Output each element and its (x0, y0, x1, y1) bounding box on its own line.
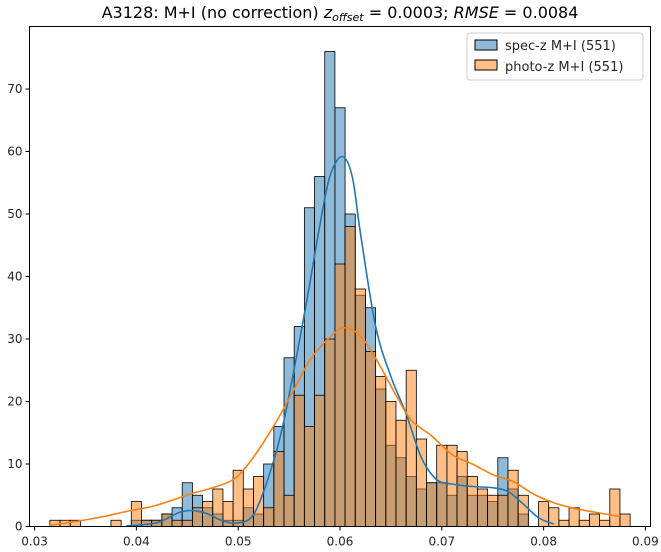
x-tick-label: 0.08 (530, 535, 557, 549)
histogram-bar (314, 394, 326, 527)
histogram-bar (487, 494, 499, 527)
histogram-bar (589, 513, 600, 527)
y-tick-label: 50 (7, 207, 22, 221)
histogram-bar (303, 426, 315, 527)
histogram-bar (334, 263, 346, 527)
histogram-bar (568, 507, 580, 527)
x-tick-label: 0.04 (123, 535, 150, 549)
histogram-bar (375, 376, 387, 527)
histogram-bar (273, 451, 285, 527)
histogram-bar (456, 451, 468, 527)
legend-swatch-photo-z (474, 59, 498, 71)
histogram-bar (395, 419, 407, 527)
kde-line-photo-z (49, 326, 621, 527)
histogram-bar (354, 288, 366, 527)
histogram-bar (324, 338, 336, 527)
legend: spec-z M+I (551) photo-z M+I (551) (466, 32, 644, 81)
histogram-bar (405, 369, 417, 527)
histogram-bar (283, 494, 295, 527)
histogram-bar (609, 488, 621, 527)
y-axis: 0 10 20 30 40 50 60 70 (7, 82, 30, 534)
histogram-bar (365, 351, 377, 527)
legend-swatch-spec-z (474, 39, 498, 51)
histogram-bar (181, 519, 193, 527)
y-tick-label: 30 (7, 332, 22, 346)
histogram-bar (477, 488, 489, 527)
histogram-bar (436, 444, 448, 527)
x-axis: 0.03 0.04 0.05 0.06 0.07 0.08 0.09 (21, 526, 659, 549)
y-tick-label: 20 (7, 395, 22, 409)
legend-box (466, 32, 644, 81)
histogram-bar (466, 476, 478, 527)
x-tick-label: 0.05 (225, 535, 252, 549)
x-tick-label: 0.03 (21, 535, 48, 549)
histogram-bar (385, 401, 397, 527)
legend-label-spec-z: spec-z M+I (551) (505, 39, 616, 54)
chart-title: A3128: M+I (no correction) zoffset = 0.0… (102, 3, 579, 24)
kde-lines (49, 155, 621, 527)
histogram-bar (415, 438, 427, 527)
histogram-bar (538, 501, 550, 527)
y-tick-label: 60 (7, 145, 22, 159)
histogram-bar (619, 513, 631, 527)
histogram-bar (171, 519, 183, 527)
x-tick-label: 0.06 (327, 535, 354, 549)
y-tick-label: 70 (7, 82, 22, 96)
histogram-bar (599, 519, 611, 527)
histogram-bar (263, 507, 275, 527)
kde-line-spec-z (126, 155, 555, 527)
legend-label-photo-z: photo-z M+I (551) (505, 60, 623, 75)
y-tick-label: 0 (15, 520, 23, 534)
y-tick-label: 10 (7, 457, 22, 471)
histogram-bar (110, 519, 122, 527)
histogram-bar (253, 476, 265, 527)
x-tick-label: 0.09 (632, 535, 659, 549)
histogram-bar (578, 519, 590, 527)
histogram-bar (497, 494, 509, 527)
histogram-bar (344, 226, 356, 527)
histogram-bar (558, 519, 570, 527)
x-tick-label: 0.07 (428, 535, 455, 549)
histogram-bar (426, 482, 438, 527)
histogram-bar (293, 394, 305, 527)
y-tick-label: 40 (7, 270, 22, 284)
histogram-bar (130, 501, 142, 527)
